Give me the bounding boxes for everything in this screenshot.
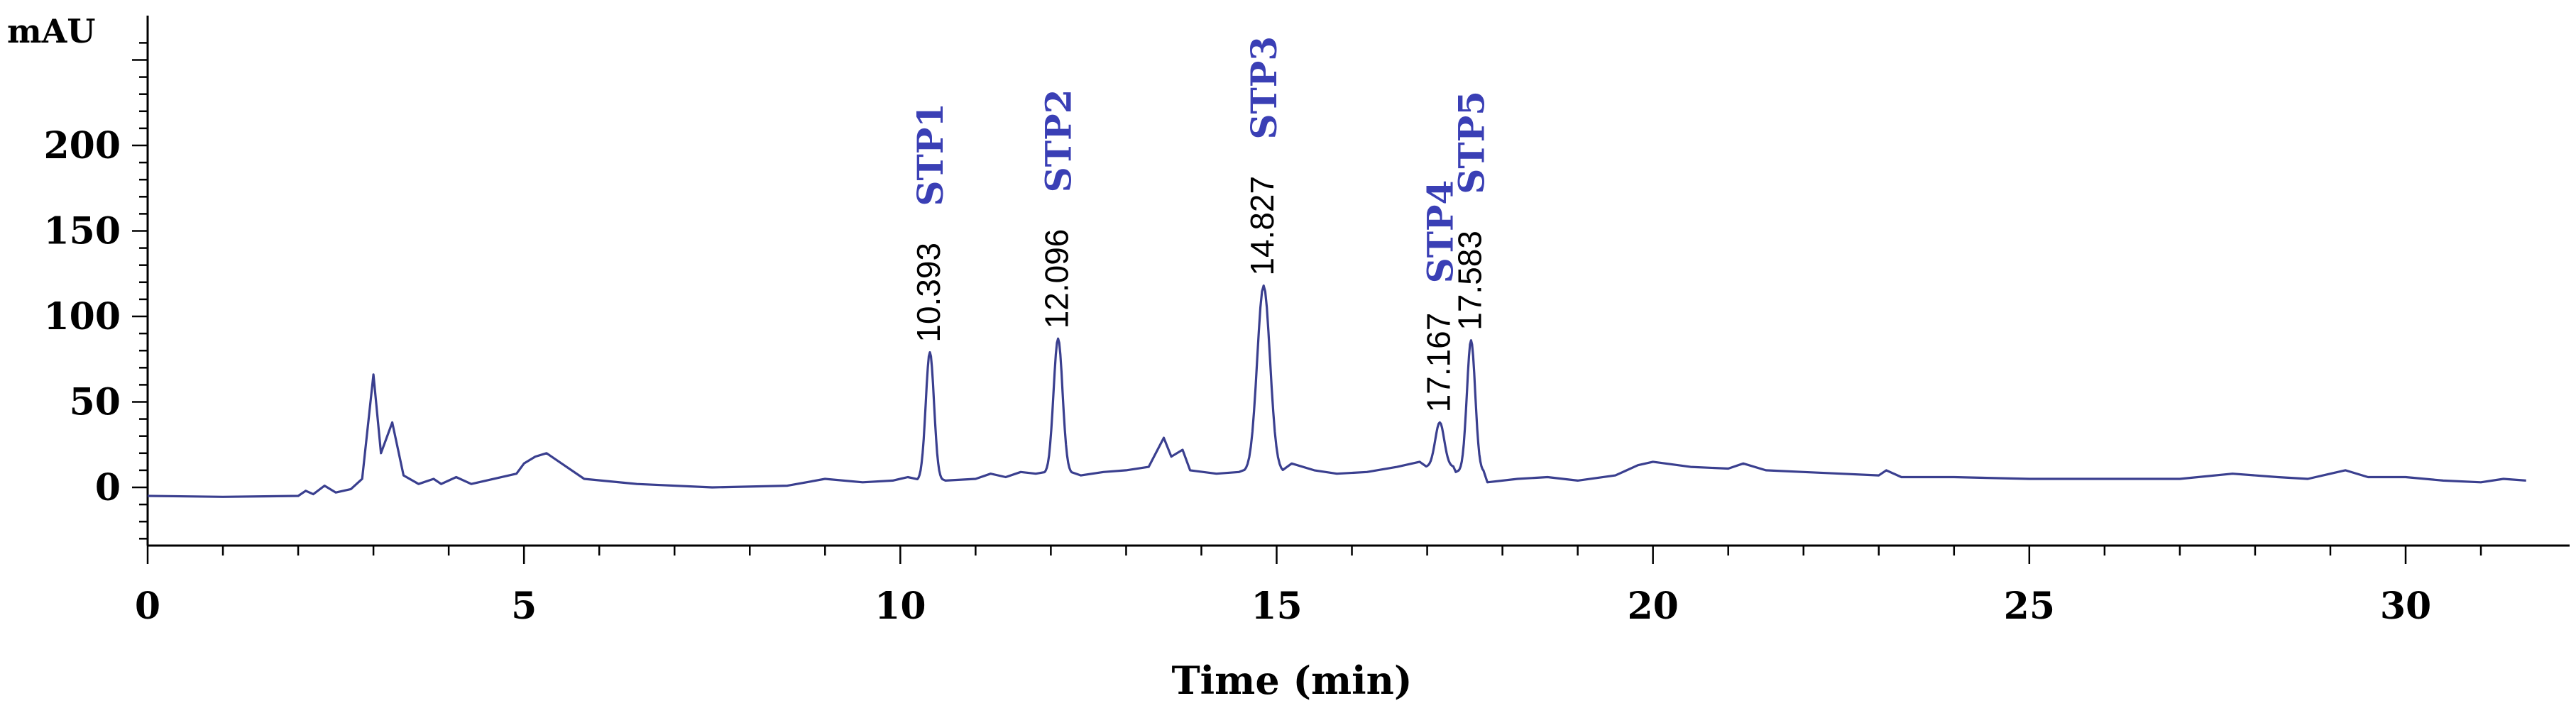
x-tick-label: 20 (1627, 585, 1678, 628)
y-tick-label: 150 (43, 210, 121, 253)
peak-name-label: STP4 (1419, 180, 1461, 284)
y-ticks: 0 50 100 150 200 (43, 42, 148, 540)
peak-name-label: STP2 (1038, 89, 1080, 193)
x-tick-label: 15 (1251, 585, 1302, 628)
chromatogram-trace (147, 284, 2526, 498)
peak-name-label: STP1 (909, 103, 951, 206)
peak-rt-label: 17.167 (1420, 313, 1457, 413)
y-tick-label: 50 (70, 381, 121, 424)
y-tick-label: 0 (95, 466, 121, 509)
peak-name-label: STP3 (1243, 36, 1285, 140)
y-axis-label: mAU (7, 12, 95, 50)
x-ticks: 0 5 10 15 20 25 30 (135, 546, 2482, 628)
x-tick-label: 30 (2380, 585, 2431, 628)
x-tick-label: 0 (135, 585, 160, 628)
peak-rt-label: 10.393 (910, 243, 947, 343)
x-axis-label: Time (min) (1171, 658, 1412, 703)
x-tick-label: 25 (2004, 585, 2055, 628)
peak-labels: 10.393 STP1 12.096 STP2 14.827 STP3 17.167 STP4… (909, 36, 1492, 413)
x-tick-label: 5 (511, 585, 537, 628)
peak-rt-label: 17.583 (1451, 231, 1488, 331)
x-tick-label: 10 (875, 585, 926, 628)
y-tick-label: 200 (43, 124, 121, 167)
peak-name-label: STP5 (1450, 91, 1492, 194)
peak-rt-label: 14.827 (1244, 176, 1281, 276)
peak-rt-label: 12.096 (1038, 229, 1075, 329)
y-tick-label: 100 (43, 295, 121, 338)
axes (146, 16, 2570, 547)
